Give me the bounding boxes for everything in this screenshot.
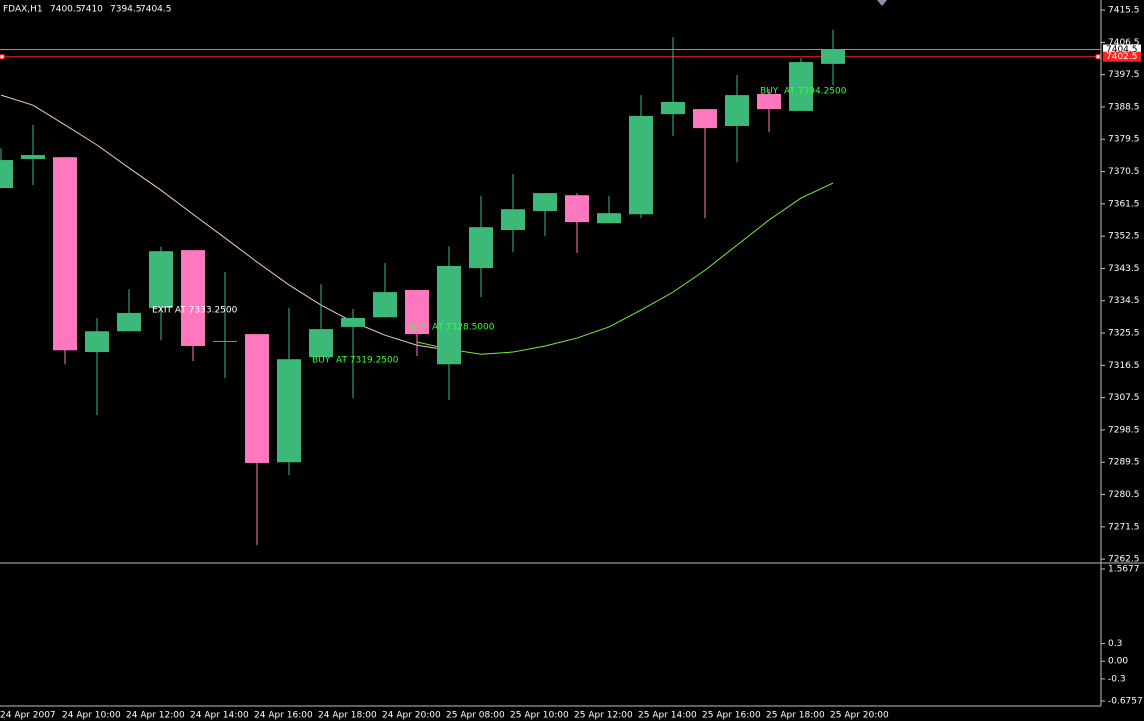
- y-tick-label: 7343.5: [1108, 264, 1140, 274]
- y-tick-label: 7370.5: [1108, 167, 1140, 177]
- candle-body: [85, 331, 109, 353]
- x-tick-label: 25 Apr 08:00: [446, 711, 505, 721]
- price-label-box: [1103, 44, 1141, 55]
- symbol: FDAX,H1: [3, 5, 43, 15]
- x-tick-label: 25 Apr 16:00: [702, 711, 761, 721]
- y-tick-label: 7289.5: [1108, 458, 1140, 468]
- y-tick-label: -0.6757: [1108, 697, 1143, 707]
- x-tick-label: 24 Apr 10:00: [62, 711, 121, 721]
- annotation: BUY AT 7319.2500: [312, 356, 399, 366]
- shift-marker: [877, 0, 887, 6]
- y-tick-label: 7334.5: [1108, 296, 1140, 306]
- x-tick-label: 24 Apr 16:00: [254, 711, 313, 721]
- line-handle: [0, 54, 5, 60]
- x-tick-label: 25 Apr 14:00: [638, 711, 697, 721]
- x-tick-label: 24 Apr 14:00: [190, 711, 249, 721]
- y-tick-label: 7406.5: [1108, 38, 1140, 48]
- candle-body: [693, 109, 717, 129]
- price-label-box: [1103, 51, 1141, 62]
- header-value: 7400.5: [50, 5, 82, 15]
- header-value: 7410: [80, 5, 103, 15]
- candle-body: [117, 312, 141, 332]
- candle-body: [437, 265, 461, 365]
- header-value: 7404.5: [140, 5, 172, 15]
- candle-body: [501, 209, 525, 231]
- y-tick-label: 7280.5: [1108, 490, 1140, 500]
- annotation: BUY AT 7394.2500: [760, 87, 847, 97]
- x-tick-label: 24 Apr 2007: [0, 711, 56, 721]
- y-tick-label: 7352.5: [1108, 232, 1140, 242]
- candle-body: [565, 195, 589, 223]
- candle-body: [597, 213, 621, 224]
- y-tick-label: 7325.5: [1108, 329, 1140, 339]
- x-tick-label: 25 Apr 12:00: [574, 711, 633, 721]
- x-tick-label: 24 Apr 18:00: [318, 711, 377, 721]
- candle-body: [629, 115, 653, 215]
- y-tick-label: 1.5677: [1108, 565, 1140, 575]
- y-tick-label: 7271.5: [1108, 522, 1140, 532]
- candle-body: [533, 193, 557, 212]
- candle-body: [53, 157, 77, 351]
- candle-body: [469, 227, 493, 269]
- candle-body: [0, 160, 13, 189]
- candle-body: [373, 292, 397, 318]
- y-tick-label: 7316.5: [1108, 361, 1140, 371]
- ma-line: [416, 182, 834, 355]
- y-tick-label: 7262.5: [1108, 555, 1140, 565]
- candle-body: [821, 49, 845, 64]
- candle-body: [789, 62, 813, 111]
- x-tick-label: 25 Apr 20:00: [830, 711, 889, 721]
- y-tick-label: -0.3: [1108, 674, 1126, 684]
- candle-body: [181, 250, 205, 346]
- candle-body: [309, 329, 333, 358]
- y-tick-label: 7379.5: [1108, 135, 1140, 145]
- y-tick-label: 0.00: [1108, 657, 1128, 667]
- ma-line: [0, 94, 450, 351]
- candle-body: [725, 95, 749, 126]
- candle-body: [277, 359, 301, 463]
- y-tick-label: 0.3: [1108, 639, 1122, 649]
- annotation: BUY AT 7328.5000: [408, 323, 495, 333]
- candle-body: [661, 101, 685, 115]
- candle-body: [245, 334, 269, 463]
- candle-body: [757, 94, 781, 110]
- x-tick-label: 24 Apr 20:00: [382, 711, 441, 721]
- price-label: 7402.5: [1106, 52, 1138, 62]
- candle-body: [405, 289, 429, 335]
- y-tick-label: 7307.5: [1108, 393, 1140, 403]
- x-tick-label: 24 Apr 12:00: [126, 711, 185, 721]
- y-tick-label: 7298.5: [1108, 425, 1140, 435]
- candle-body: [149, 251, 173, 308]
- line-handle: [1095, 54, 1101, 60]
- price-label: 7404.5: [1106, 45, 1138, 55]
- header-value: 7394.5: [110, 5, 142, 15]
- y-tick-label: 7361.5: [1108, 199, 1140, 209]
- y-tick-label: 7415.5: [1108, 6, 1140, 16]
- candle-body: [341, 317, 365, 327]
- y-tick-label: 7388.5: [1108, 102, 1140, 112]
- y-tick-label: 7397.5: [1108, 70, 1140, 80]
- candle-body: [213, 340, 237, 342]
- annotation: EXIT AT 7333.2500: [152, 306, 238, 316]
- x-tick-label: 25 Apr 18:00: [766, 711, 825, 721]
- x-tick-label: 25 Apr 10:00: [510, 711, 569, 721]
- candle-body: [21, 155, 45, 159]
